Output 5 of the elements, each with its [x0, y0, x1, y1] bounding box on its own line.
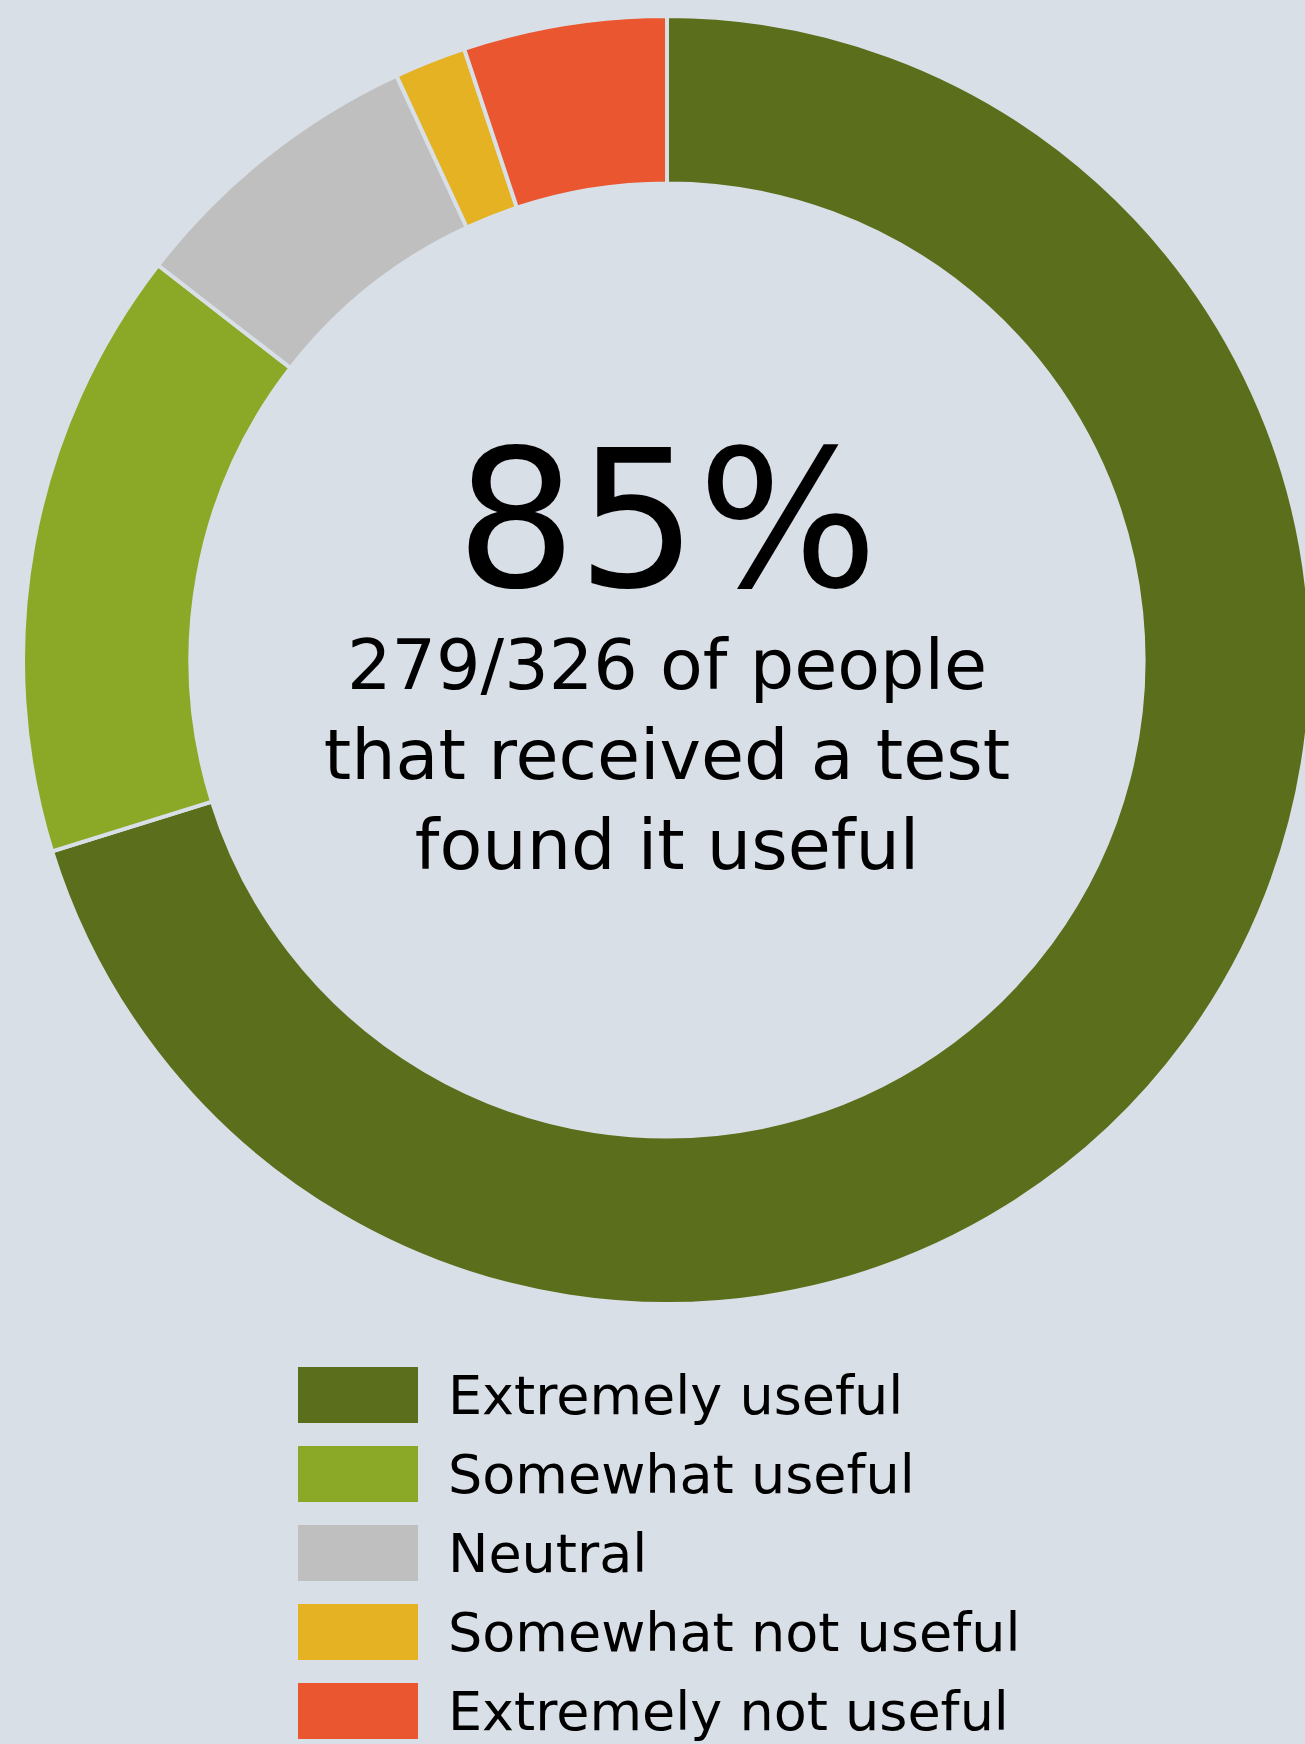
legend-label: Somewhat not useful: [448, 1600, 1021, 1664]
legend-label: Somewhat useful: [448, 1442, 915, 1506]
legend-label: Extremely useful: [448, 1363, 904, 1427]
legend-label: Extremely not useful: [448, 1679, 1009, 1743]
legend-label: Neutral: [448, 1521, 648, 1585]
